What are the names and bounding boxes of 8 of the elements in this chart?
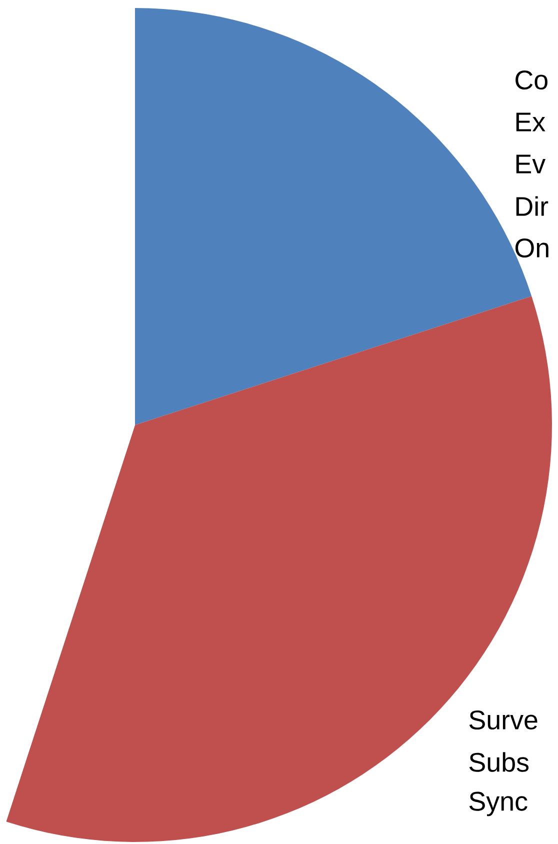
text: Co — [516, 70, 548, 90]
text: Dir — [516, 196, 548, 216]
text: Subs — [469, 752, 529, 772]
text: Ev — [516, 154, 546, 174]
text: Surve — [469, 710, 538, 730]
text: Ex — [516, 112, 546, 132]
text: On — [515, 238, 548, 258]
text: Sync — [469, 792, 528, 816]
